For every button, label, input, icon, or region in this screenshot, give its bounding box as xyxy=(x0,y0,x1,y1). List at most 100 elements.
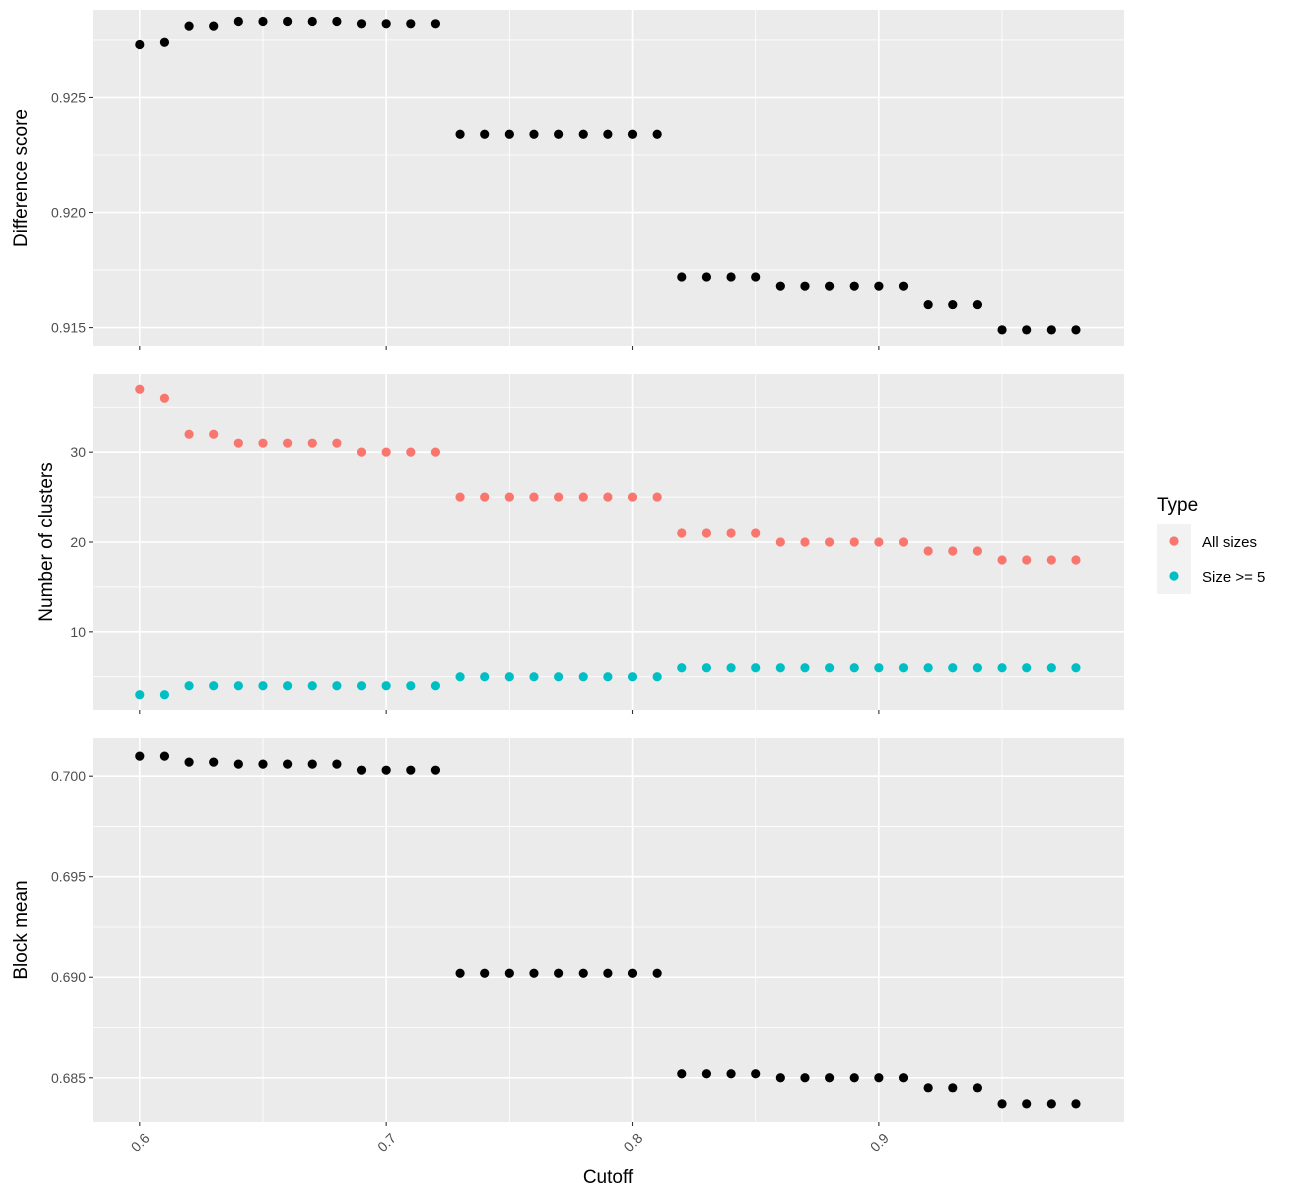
data-point xyxy=(381,19,391,29)
data-point xyxy=(233,681,243,691)
y-axis-title: Block mean xyxy=(11,880,32,979)
data-point xyxy=(578,672,588,682)
data-point xyxy=(627,492,638,502)
data-point xyxy=(406,681,416,691)
data-point xyxy=(775,537,785,547)
legend: Type All sizes Size >= 5 xyxy=(1157,495,1265,594)
data-point xyxy=(406,447,416,457)
y-axis-title: Difference score xyxy=(11,109,32,247)
data-point xyxy=(849,537,859,547)
data-point xyxy=(972,1083,983,1093)
data-point xyxy=(529,672,539,682)
data-point xyxy=(332,759,342,769)
data-point xyxy=(332,681,342,691)
data-point xyxy=(159,690,170,700)
data-point xyxy=(603,968,613,978)
data-point xyxy=(898,281,909,291)
data-point xyxy=(554,968,564,978)
data-point xyxy=(455,492,465,502)
data-point xyxy=(455,672,465,682)
data-point xyxy=(677,1069,687,1079)
data-point xyxy=(430,765,441,775)
data-point xyxy=(627,968,638,978)
data-point xyxy=(184,681,194,691)
data-point xyxy=(233,759,243,769)
data-point xyxy=(751,1069,761,1079)
data-point xyxy=(701,663,712,673)
data-point xyxy=(554,492,564,502)
data-point xyxy=(1071,1099,1081,1109)
data-point xyxy=(751,663,761,673)
x-tick-label: 0.7 xyxy=(374,1130,399,1155)
data-point xyxy=(898,1073,909,1083)
data-point xyxy=(430,447,441,457)
data-point xyxy=(430,19,441,29)
data-point xyxy=(406,19,416,29)
legend-label: All sizes xyxy=(1202,534,1257,551)
data-point xyxy=(825,281,835,291)
data-point xyxy=(923,663,933,673)
data-point xyxy=(997,663,1007,673)
data-point xyxy=(578,492,588,502)
data-point xyxy=(997,1099,1007,1109)
data-point xyxy=(332,16,342,27)
data-point xyxy=(135,690,145,700)
data-point xyxy=(800,1073,810,1083)
data-point xyxy=(159,393,170,403)
data-point xyxy=(874,1073,884,1083)
data-point xyxy=(381,681,391,691)
data-point xyxy=(283,16,293,27)
data-point xyxy=(1046,325,1056,335)
data-point xyxy=(135,751,145,761)
data-point xyxy=(554,672,564,682)
panels: 0.915 0.920 0.925 Difference score 10 20 30 Num… xyxy=(11,10,1124,1126)
x-tick-label: 0.8 xyxy=(620,1130,645,1155)
data-point xyxy=(1071,325,1081,335)
data-point xyxy=(209,681,219,691)
data-point xyxy=(529,968,539,978)
data-point xyxy=(159,37,170,47)
data-point xyxy=(578,129,588,139)
data-point xyxy=(406,765,416,775)
data-point xyxy=(997,325,1007,335)
data-point xyxy=(209,429,219,439)
data-point xyxy=(923,299,933,310)
data-point xyxy=(258,16,268,27)
y-tick-label: 0.915 xyxy=(51,320,86,336)
x-axis: 0.6 0.7 0.8 0.9 xyxy=(128,1130,892,1155)
data-point xyxy=(923,546,933,556)
data-point xyxy=(554,129,564,139)
data-point xyxy=(258,438,268,448)
y-axis-title: Number of clusters xyxy=(36,462,57,621)
data-point xyxy=(1046,555,1056,565)
panel-background xyxy=(93,10,1124,346)
data-point xyxy=(529,492,539,502)
data-point xyxy=(184,429,194,439)
data-point xyxy=(701,272,712,282)
legend-title: Type xyxy=(1157,495,1198,516)
data-point xyxy=(948,299,958,310)
data-point xyxy=(800,281,810,291)
data-point xyxy=(825,663,835,673)
data-point xyxy=(480,672,490,682)
data-point xyxy=(874,281,884,291)
x-axis-title: Cutoff xyxy=(583,1167,634,1188)
y-tick-label: 0.685 xyxy=(51,1070,86,1086)
data-point xyxy=(381,447,391,457)
data-point xyxy=(1022,325,1032,335)
y-tick-label: 0.920 xyxy=(51,205,86,221)
data-point xyxy=(356,765,367,775)
data-point xyxy=(825,1073,835,1083)
data-point xyxy=(1071,663,1081,673)
data-point xyxy=(948,546,958,556)
data-point xyxy=(972,299,983,310)
legend-key-background xyxy=(1157,524,1191,594)
data-point xyxy=(972,663,983,673)
data-point xyxy=(430,681,441,691)
data-point xyxy=(701,1069,712,1079)
data-point xyxy=(184,757,194,767)
data-point xyxy=(381,765,391,775)
data-point xyxy=(233,16,243,27)
data-point xyxy=(603,672,613,682)
